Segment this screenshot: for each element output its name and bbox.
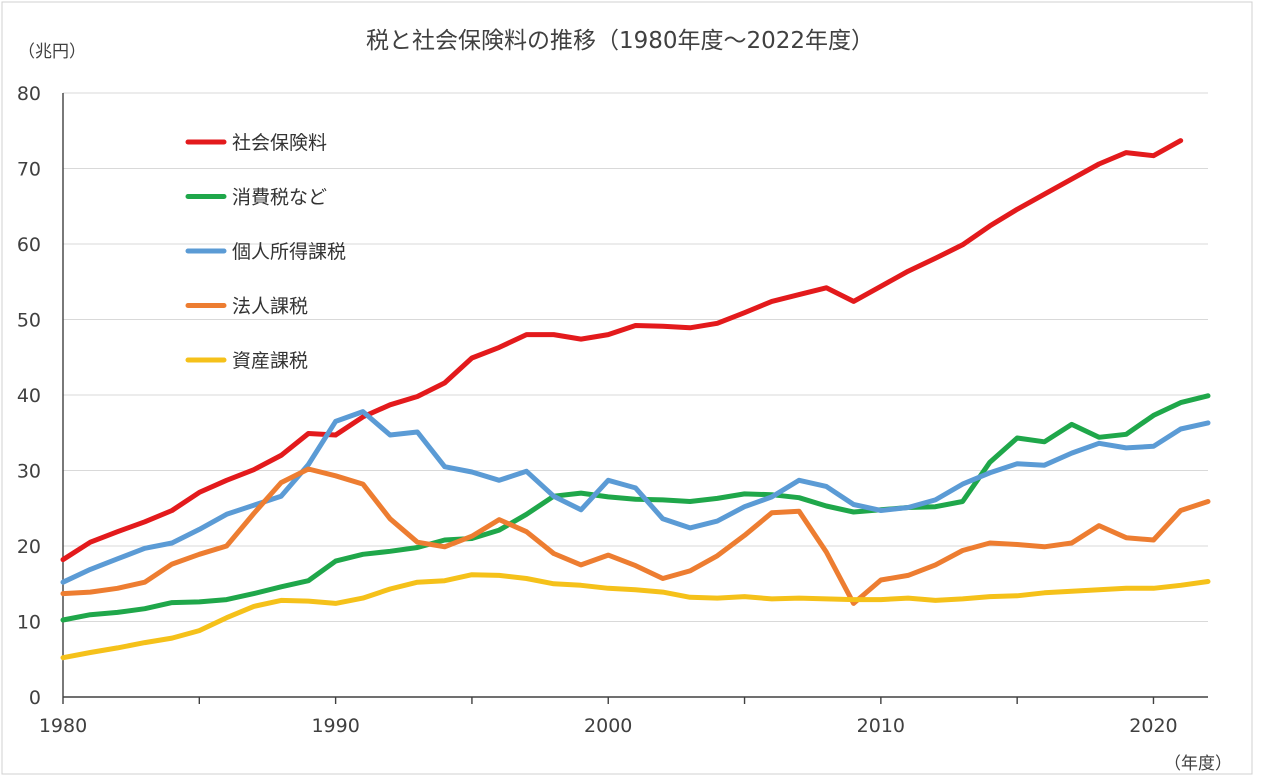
- y-axis-ticks: 0 10 20 30 40 50 60 70 80: [17, 83, 41, 709]
- chart-title: 税と社会保険料の推移（1980年度～2022年度）: [366, 28, 874, 54]
- y-tick-label: 20: [17, 536, 41, 558]
- series-lines: [60, 138, 1211, 661]
- x-axis-unit: （年度）: [1164, 754, 1232, 774]
- legend-label: 資産課税: [232, 350, 308, 372]
- x-tick-label: 1990: [311, 715, 359, 737]
- legend-label: 法人課税: [232, 296, 308, 318]
- x-axis-ticks: 1980 1990 2000 2010 2020: [39, 697, 1178, 737]
- gridlines: [62, 92, 1208, 698]
- legend-label: 個人所得課税: [232, 241, 346, 263]
- y-tick-label: 10: [17, 612, 41, 634]
- legend-label: 消費税など: [232, 187, 327, 209]
- series-line-4: [60, 466, 1211, 606]
- x-tick-label: 2010: [857, 715, 905, 737]
- y-tick-label: 50: [17, 310, 41, 332]
- y-axis-unit: （兆円）: [18, 42, 86, 62]
- y-tick-label: 60: [17, 234, 41, 256]
- series-line-5: [60, 572, 1211, 661]
- y-tick-label: 70: [17, 159, 41, 181]
- x-tick-label: 2000: [584, 715, 632, 737]
- series-line-1: [60, 138, 1184, 563]
- y-tick-label: 0: [29, 687, 41, 709]
- x-tick-label: 1980: [39, 715, 87, 737]
- series-line-3: [60, 409, 1211, 585]
- chart-frame: [1, 1, 1253, 775]
- x-tick-label: 2020: [1129, 715, 1177, 737]
- y-tick-label: 80: [17, 83, 41, 105]
- y-tick-label: 30: [17, 461, 41, 483]
- legend-label: 社会保険料: [232, 132, 327, 154]
- y-tick-label: 40: [17, 385, 41, 407]
- series-line-2: [60, 393, 1211, 623]
